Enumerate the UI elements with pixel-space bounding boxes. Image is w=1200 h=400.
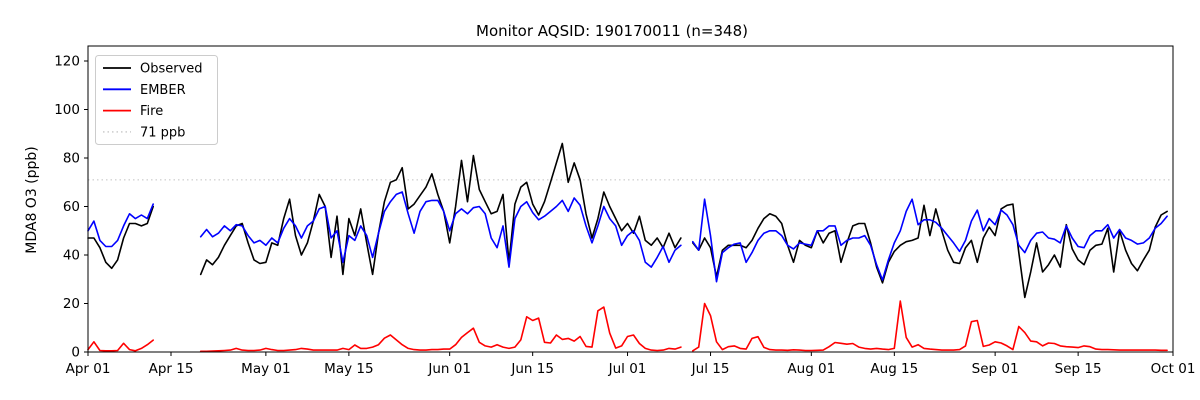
- legend-label-ember: EMBER: [140, 83, 186, 98]
- y-tick-label: 40: [63, 248, 80, 264]
- chart-title: Monitor AQSID: 190170011 (n=348): [476, 22, 748, 40]
- series-line-fire: [87, 339, 154, 352]
- series-line-fire: [691, 300, 1168, 352]
- plot-area: 0 20 40 60 80 100 120 Apr 01 Apr 15 May 01 May 15 J…: [54, 45, 1196, 377]
- axes-frame: [87, 45, 1174, 353]
- x-tick-label: Sep 01: [972, 361, 1019, 377]
- x-tick-label: Aug 15: [870, 361, 918, 377]
- x-tick-label: Jul 01: [608, 361, 647, 377]
- y-axis-label: MDA8 O3 (ppb): [24, 146, 40, 254]
- x-tick-label: Sep 15: [1055, 361, 1102, 377]
- series-line-observed: [199, 142, 682, 276]
- series-line-observed: [691, 203, 1168, 299]
- x-tick-label: May 15: [324, 361, 373, 377]
- x-tick-label: Jun 15: [510, 361, 554, 377]
- y-tick-label: 60: [63, 199, 80, 215]
- x-tick-label: Aug 01: [787, 361, 835, 377]
- x-tick-label: Oct 01: [1151, 361, 1196, 377]
- series-line-ember: [87, 203, 154, 248]
- legend: Observed EMBER Fire 71 ppb: [95, 55, 218, 145]
- y-tick-label: 0: [71, 345, 80, 361]
- series-line-observed: [87, 205, 154, 270]
- series-line-ember: [691, 198, 1168, 283]
- y-tick-label: 120: [54, 54, 80, 70]
- x-tick-label: Apr 15: [149, 361, 194, 377]
- y-tick-label: 80: [63, 151, 80, 167]
- y-tick-label: 20: [63, 296, 80, 312]
- x-tick-label: Jun 01: [427, 361, 471, 377]
- y-tick-label: 100: [54, 102, 80, 118]
- series-line-fire: [199, 306, 682, 353]
- legend-box: [95, 55, 218, 145]
- x-tick-label: Apr 01: [66, 361, 111, 377]
- legend-label-observed: Observed: [140, 62, 203, 77]
- legend-label-fire: Fire: [140, 104, 163, 119]
- x-tick-label: Jul 15: [691, 361, 730, 377]
- x-tick-label: May 01: [241, 361, 290, 377]
- legend-label-71-ppb: 71 ppb: [140, 125, 185, 140]
- series-line-ember: [199, 191, 682, 268]
